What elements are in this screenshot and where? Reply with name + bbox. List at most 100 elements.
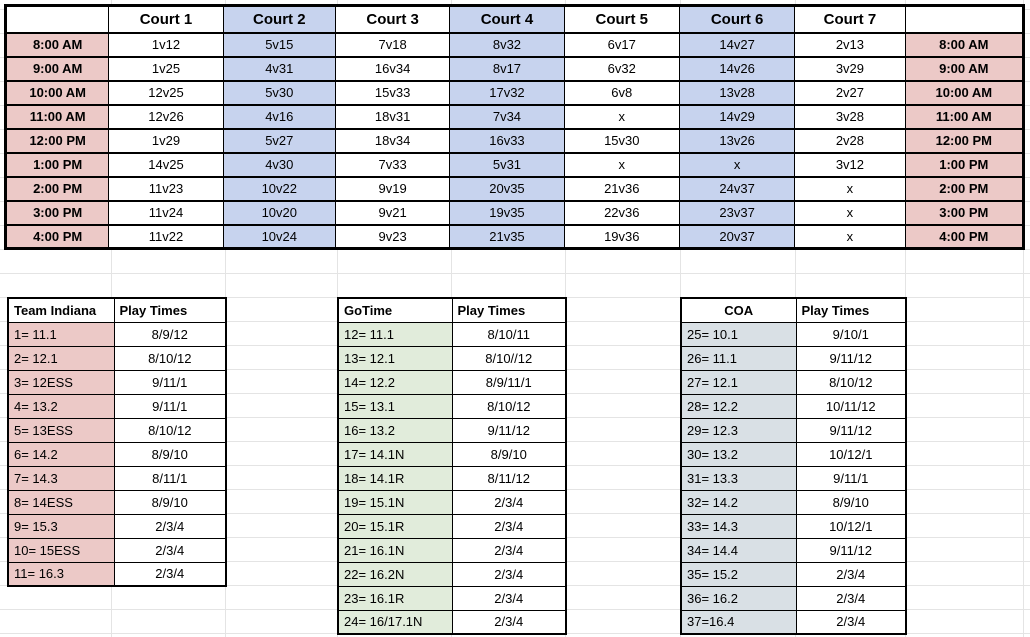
roster-team-cell[interactable]: 20= 15.1R [337,513,453,539]
court-header-cell[interactable]: Court 4 [449,4,565,34]
roster-times-cell[interactable]: 8/9/10 [451,441,567,467]
match-cell[interactable]: 11v23 [108,175,224,202]
match-cell[interactable]: x [563,103,680,130]
time-cell-right[interactable]: 8:00 AM [904,31,1025,58]
roster-times-cell[interactable]: 2/3/4 [451,537,567,563]
match-cell[interactable]: x [678,151,796,178]
roster-team-cell[interactable]: 35= 15.2 [680,561,797,587]
roster-team-cell[interactable]: 21= 16.1N [337,537,453,563]
roster-team-cell[interactable]: 3= 12ESS [7,369,115,395]
roster-times-cell[interactable]: 2/3/4 [451,561,567,587]
roster-times-cell[interactable]: 8/9/12 [113,321,227,347]
time-cell-left[interactable]: 4:00 PM [4,223,110,250]
match-cell[interactable]: 20v35 [449,175,565,202]
roster-team-cell[interactable]: 16= 13.2 [337,417,453,443]
match-cell[interactable]: 20v37 [678,223,796,250]
schedule-corner-cell[interactable] [904,4,1025,34]
roster-team-cell[interactable]: 26= 11.1 [680,345,797,371]
time-cell-left[interactable]: 1:00 PM [4,151,110,178]
roster-team-cell[interactable]: 15= 13.1 [337,393,453,419]
match-cell[interactable]: 23v37 [678,199,796,226]
roster-team-cell[interactable]: 32= 14.2 [680,489,797,515]
roster-times-cell[interactable]: 2/3/4 [795,609,907,635]
match-cell[interactable]: 14v29 [678,103,796,130]
roster-team-cell[interactable]: 1= 11.1 [7,321,115,347]
roster-times-cell[interactable]: 2/3/4 [451,513,567,539]
match-cell[interactable]: 6v17 [563,31,680,58]
court-header-cell[interactable]: Court 1 [108,4,224,34]
roster-team-cell[interactable]: 14= 12.2 [337,369,453,395]
roster-name-header[interactable]: COA [680,297,797,323]
match-cell[interactable]: 7v34 [449,103,565,130]
time-cell-right[interactable]: 11:00 AM [904,103,1025,130]
play-times-header[interactable]: Play Times [113,297,227,323]
time-cell-left[interactable]: 12:00 PM [4,127,110,154]
roster-times-cell[interactable]: 2/3/4 [113,561,227,587]
time-cell-right[interactable]: 4:00 PM [904,223,1025,250]
roster-team-cell[interactable]: 36= 16.2 [680,585,797,611]
match-cell[interactable]: 6v8 [563,79,680,106]
match-cell[interactable]: 11v22 [108,223,224,250]
match-cell[interactable]: 18v31 [334,103,451,130]
match-cell[interactable]: 16v33 [449,127,565,154]
roster-times-cell[interactable]: 8/9/10 [113,489,227,515]
match-cell[interactable]: 10v22 [222,175,336,202]
roster-team-cell[interactable]: 18= 14.1R [337,465,453,491]
roster-team-cell[interactable]: 19= 15.1N [337,489,453,515]
time-cell-right[interactable]: 10:00 AM [904,79,1025,106]
court-header-cell[interactable]: Court 6 [678,4,796,34]
match-cell[interactable]: 9v19 [334,175,451,202]
roster-times-cell[interactable]: 8/10/12 [113,345,227,371]
time-cell-right[interactable]: 1:00 PM [904,151,1025,178]
roster-times-cell[interactable]: 9/11/12 [795,345,907,371]
match-cell[interactable]: 12v26 [108,103,224,130]
match-cell[interactable]: 5v27 [222,127,336,154]
roster-times-cell[interactable]: 8/9/10 [795,489,907,515]
match-cell[interactable]: 1v12 [108,31,224,58]
roster-team-cell[interactable]: 7= 14.3 [7,465,115,491]
match-cell[interactable]: 3v28 [794,103,906,130]
time-cell-left[interactable]: 8:00 AM [4,31,110,58]
roster-times-cell[interactable]: 9/11/12 [795,417,907,443]
match-cell[interactable]: x [563,151,680,178]
match-cell[interactable]: 15v30 [563,127,680,154]
match-cell[interactable]: 3v12 [794,151,906,178]
court-header-cell[interactable]: Court 3 [334,4,451,34]
time-cell-left[interactable]: 10:00 AM [4,79,110,106]
roster-team-cell[interactable]: 13= 12.1 [337,345,453,371]
time-cell-right[interactable]: 12:00 PM [904,127,1025,154]
time-cell-left[interactable]: 11:00 AM [4,103,110,130]
roster-times-cell[interactable]: 8/11/1 [113,465,227,491]
roster-team-cell[interactable]: 4= 13.2 [7,393,115,419]
roster-times-cell[interactable]: 8/10//12 [451,345,567,371]
match-cell[interactable]: 2v28 [794,127,906,154]
roster-times-cell[interactable]: 10/12/1 [795,513,907,539]
roster-name-header[interactable]: GoTime [337,297,453,323]
roster-team-cell[interactable]: 31= 13.3 [680,465,797,491]
match-cell[interactable]: 19v36 [563,223,680,250]
roster-team-cell[interactable]: 11= 16.3 [7,561,115,587]
match-cell[interactable]: 14v27 [678,31,796,58]
roster-times-cell[interactable]: 8/10/12 [451,393,567,419]
match-cell[interactable]: 9v23 [334,223,451,250]
match-cell[interactable]: 6v32 [563,55,680,82]
roster-team-cell[interactable]: 30= 13.2 [680,441,797,467]
match-cell[interactable]: 21v36 [563,175,680,202]
play-times-header[interactable]: Play Times [451,297,567,323]
roster-times-cell[interactable]: 8/11/12 [451,465,567,491]
roster-times-cell[interactable]: 8/10/11 [451,321,567,347]
match-cell[interactable]: 5v30 [222,79,336,106]
time-cell-right[interactable]: 3:00 PM [904,199,1025,226]
time-cell-right[interactable]: 9:00 AM [904,55,1025,82]
match-cell[interactable]: 14v26 [678,55,796,82]
match-cell[interactable]: 1v25 [108,55,224,82]
roster-team-cell[interactable]: 17= 14.1N [337,441,453,467]
roster-team-cell[interactable]: 34= 14.4 [680,537,797,563]
match-cell[interactable]: 1v29 [108,127,224,154]
match-cell[interactable]: 16v34 [334,55,451,82]
match-cell[interactable]: 18v34 [334,127,451,154]
roster-team-cell[interactable]: 33= 14.3 [680,513,797,539]
roster-times-cell[interactable]: 2/3/4 [451,609,567,635]
match-cell[interactable]: 4v30 [222,151,336,178]
roster-times-cell[interactable]: 10/12/1 [795,441,907,467]
